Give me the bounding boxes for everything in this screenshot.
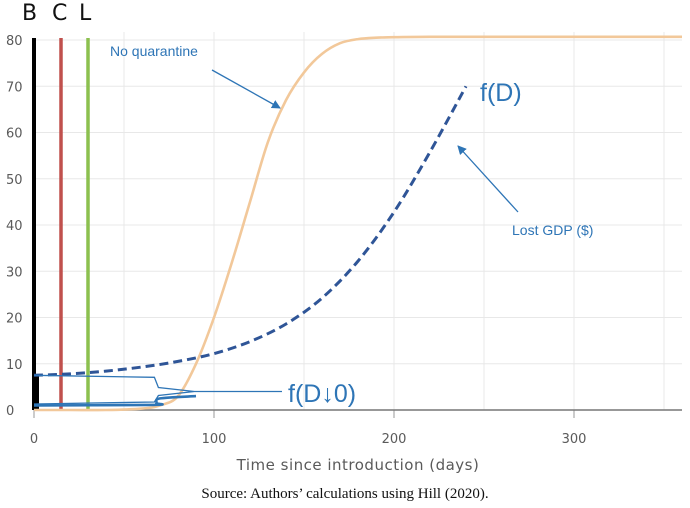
x-axis-label: Time since introduction (days)	[236, 456, 480, 474]
source-caption: Source: Authors’ calculations using Hill…	[201, 486, 489, 502]
x-tick-label: 200	[382, 432, 407, 447]
annotation-lost-gdp: Lost GDP ($)	[512, 222, 593, 238]
y-tick-label: 60	[6, 127, 23, 142]
marker-label-c: C	[52, 1, 67, 26]
marker-label-b: B	[22, 1, 37, 26]
grid-lines	[34, 32, 682, 411]
x-tick-label: 0	[30, 432, 38, 447]
x-tick-label: 100	[202, 432, 227, 447]
annotation-no-quarantine: No quarantine	[110, 43, 198, 59]
lost-gdp-arrow	[457, 145, 519, 213]
y-tick-label: 10	[6, 358, 23, 373]
no-quarantine-arrow	[211, 69, 281, 109]
y-tick-label: 0	[6, 404, 14, 419]
marker-label-l: L	[79, 1, 92, 26]
y-tick-label: 50	[6, 173, 23, 188]
f-d-zero-bracket	[33, 374, 282, 405]
annotation-f-d: f(D)	[480, 79, 522, 107]
y-tick-label: 40	[6, 219, 23, 234]
series-line	[34, 35, 682, 412]
y-axis-ticks: 0 10 20 30 40 50 60 70 80	[6, 34, 23, 419]
x-tick-label: 300	[562, 432, 587, 447]
y-tick-label: 80	[6, 34, 23, 49]
series-group	[33, 35, 682, 412]
vertical-markers	[32, 38, 90, 410]
y-tick-label: 20	[6, 312, 23, 327]
series-line	[33, 394, 197, 407]
y-tick-label: 70	[6, 80, 23, 95]
annotation-f-d-zero: f(D↓0)	[288, 380, 356, 408]
x-axis-ticks: 0 100 200 300	[30, 410, 587, 447]
series-line	[33, 85, 468, 377]
y-tick-label: 30	[6, 265, 23, 280]
